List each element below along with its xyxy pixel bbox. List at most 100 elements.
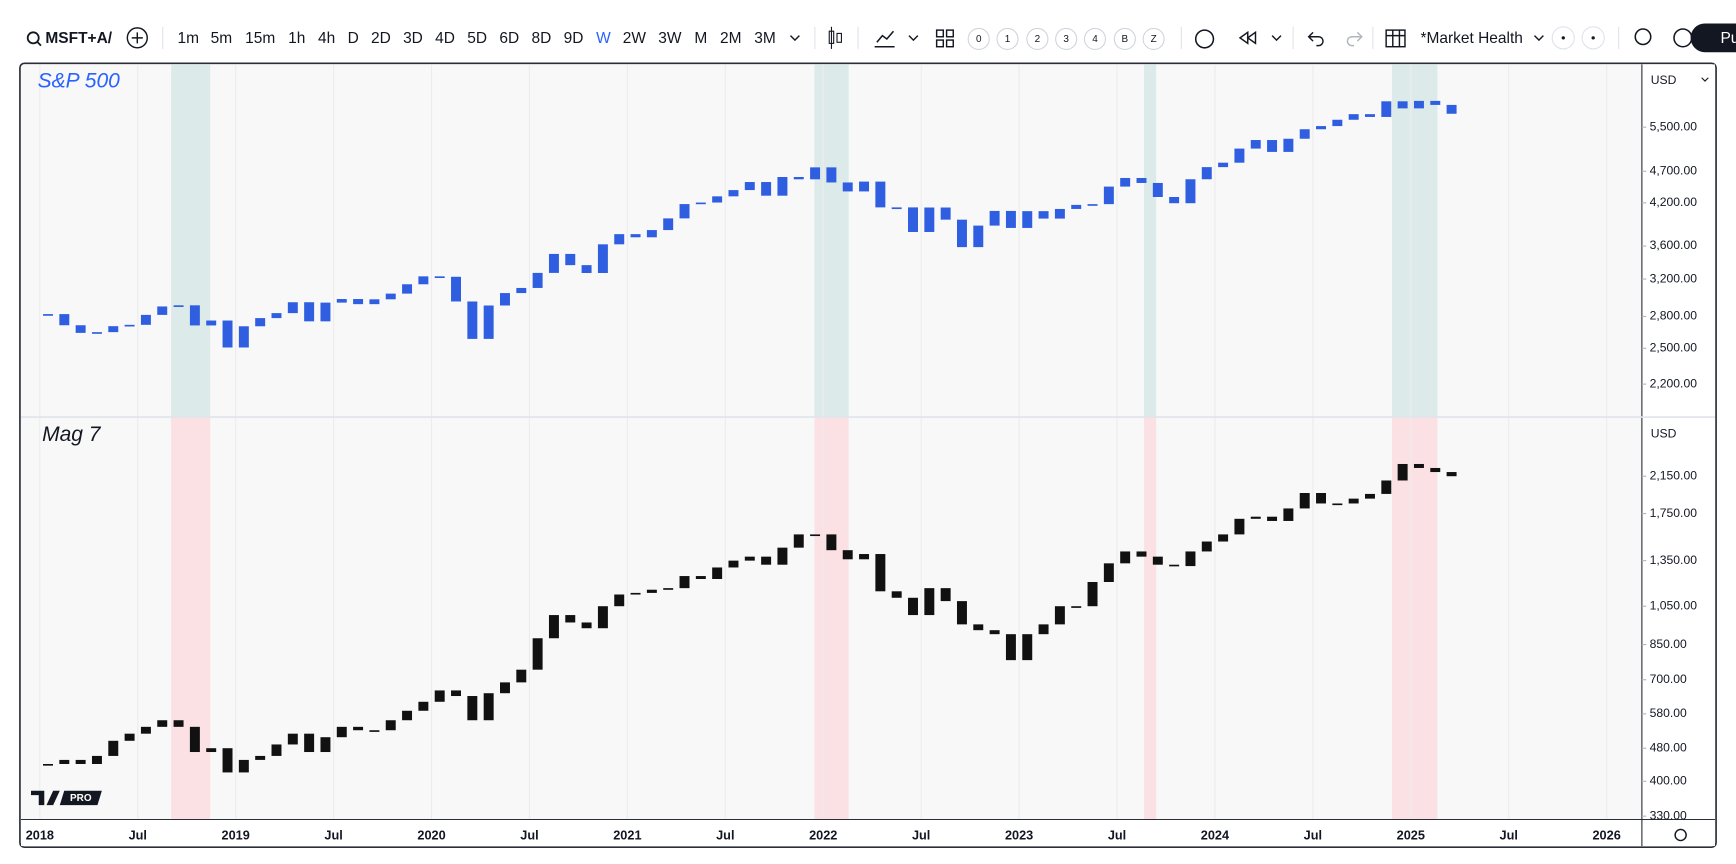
indicators-dropdown[interactable] bbox=[908, 35, 919, 42]
interval-button[interactable]: 2M bbox=[720, 30, 742, 47]
candle bbox=[973, 225, 984, 248]
candle bbox=[91, 332, 102, 334]
interval-button[interactable]: 3M bbox=[754, 30, 776, 47]
candle bbox=[1234, 518, 1245, 535]
candle bbox=[108, 740, 119, 756]
favorite-chip[interactable] bbox=[967, 27, 990, 51]
pane bbox=[39, 417, 1608, 820]
screener-button[interactable] bbox=[1634, 28, 1652, 46]
favorite-chip[interactable] bbox=[996, 27, 1019, 51]
price-label: 2,800.00 bbox=[1650, 309, 1698, 323]
candle bbox=[108, 326, 119, 333]
highlight-band bbox=[171, 417, 211, 820]
scale-settings-button[interactable] bbox=[1674, 828, 1687, 842]
favorite-label[interactable]: Z bbox=[1151, 34, 1157, 45]
candle bbox=[1250, 140, 1261, 149]
candle bbox=[434, 690, 445, 702]
highlight-band bbox=[171, 64, 211, 417]
interval-button[interactable]: 1h bbox=[288, 30, 305, 47]
candle bbox=[891, 591, 902, 598]
candle bbox=[859, 181, 870, 192]
time-label: Jul bbox=[912, 827, 930, 842]
undo-button[interactable] bbox=[1307, 31, 1324, 47]
favorite-chip[interactable] bbox=[1055, 27, 1078, 51]
quick-button[interactable] bbox=[1551, 26, 1575, 50]
favorite-chip[interactable] bbox=[1142, 27, 1165, 51]
candle bbox=[1022, 634, 1033, 661]
interval-button[interactable]: 3W bbox=[658, 30, 682, 47]
interval-button[interactable]: 2D bbox=[371, 30, 391, 47]
alert-button[interactable] bbox=[1194, 29, 1215, 49]
layout-name[interactable]: *Market Health bbox=[1420, 30, 1522, 47]
candle bbox=[483, 693, 494, 721]
interval-button[interactable]: D bbox=[348, 30, 359, 47]
interval-dropdown[interactable] bbox=[789, 35, 800, 42]
candle bbox=[1136, 177, 1147, 183]
indicators-button[interactable] bbox=[874, 30, 895, 48]
search-icon[interactable] bbox=[26, 31, 40, 45]
candle bbox=[189, 726, 200, 753]
favorite-label[interactable]: B bbox=[1122, 34, 1129, 45]
candle bbox=[810, 167, 821, 180]
favorite-label[interactable]: 3 bbox=[1063, 34, 1069, 45]
interval-button[interactable]: 3D bbox=[403, 30, 423, 47]
quick-dot bbox=[1591, 36, 1595, 40]
layout-button[interactable] bbox=[935, 29, 954, 48]
candle-type-button[interactable] bbox=[828, 26, 842, 49]
currency-label[interactable]: USD bbox=[1651, 426, 1677, 440]
candle bbox=[499, 682, 510, 694]
candle bbox=[581, 265, 592, 273]
time-label: 2025 bbox=[1397, 827, 1425, 842]
interval-button[interactable]: 9D bbox=[564, 30, 584, 47]
interval-button[interactable]: 6D bbox=[499, 30, 519, 47]
redo-button[interactable] bbox=[1346, 31, 1363, 47]
layout-dropdown[interactable] bbox=[1533, 35, 1544, 42]
interval-button[interactable]: M bbox=[694, 30, 707, 47]
candle bbox=[1332, 119, 1343, 127]
interval-button[interactable]: 5D bbox=[467, 30, 487, 47]
symbol[interactable]: MSFT+A/ bbox=[45, 30, 112, 47]
interval-button[interactable]: 5m bbox=[211, 30, 233, 47]
price-label: 2,200.00 bbox=[1650, 376, 1698, 390]
interval-button[interactable]: 15m bbox=[245, 30, 275, 47]
candle bbox=[989, 630, 1000, 635]
interval-button[interactable]: W bbox=[596, 30, 611, 47]
candle bbox=[287, 302, 298, 314]
chart-frame bbox=[19, 62, 1717, 849]
favorite-label[interactable]: 4 bbox=[1092, 34, 1098, 45]
candle bbox=[826, 534, 837, 551]
replay-dropdown[interactable] bbox=[1271, 35, 1282, 42]
favorite-label[interactable]: 0 bbox=[976, 34, 982, 45]
interval-button[interactable]: 4D bbox=[435, 30, 455, 47]
candle bbox=[271, 744, 282, 756]
favorite-chip[interactable] bbox=[1083, 27, 1107, 51]
interval-button[interactable]: 8D bbox=[531, 30, 551, 47]
currency-label[interactable]: USD bbox=[1651, 73, 1677, 87]
time-label: 2022 bbox=[809, 827, 837, 842]
candle bbox=[1446, 472, 1457, 477]
favorite-chip[interactable] bbox=[1113, 27, 1136, 51]
candle bbox=[353, 299, 364, 305]
price-label: 1,350.00 bbox=[1650, 553, 1698, 567]
add-symbol-button[interactable] bbox=[126, 27, 148, 49]
price-label: 850.00 bbox=[1650, 637, 1687, 651]
layout-manager-icon[interactable] bbox=[1385, 29, 1406, 48]
candle bbox=[973, 624, 984, 631]
favorite-chip[interactable] bbox=[1026, 27, 1049, 51]
publish-button[interactable] bbox=[1690, 23, 1736, 53]
candle bbox=[1038, 624, 1049, 635]
candle bbox=[581, 622, 592, 629]
interval-button[interactable]: 4h bbox=[318, 30, 335, 47]
publish-label[interactable]: Pu bbox=[1721, 30, 1736, 47]
candle bbox=[728, 560, 739, 568]
time-label: 2023 bbox=[1005, 827, 1033, 842]
price-label: 700.00 bbox=[1650, 672, 1687, 686]
interval-button[interactable]: 1m bbox=[177, 30, 199, 47]
currency-dropdown[interactable] bbox=[1701, 77, 1709, 82]
favorite-label[interactable]: 2 bbox=[1035, 34, 1041, 45]
replay-button[interactable] bbox=[1238, 30, 1257, 45]
interval-button[interactable]: 2W bbox=[623, 30, 647, 47]
favorite-label[interactable]: 1 bbox=[1005, 34, 1011, 45]
quick-button[interactable] bbox=[1581, 26, 1605, 50]
